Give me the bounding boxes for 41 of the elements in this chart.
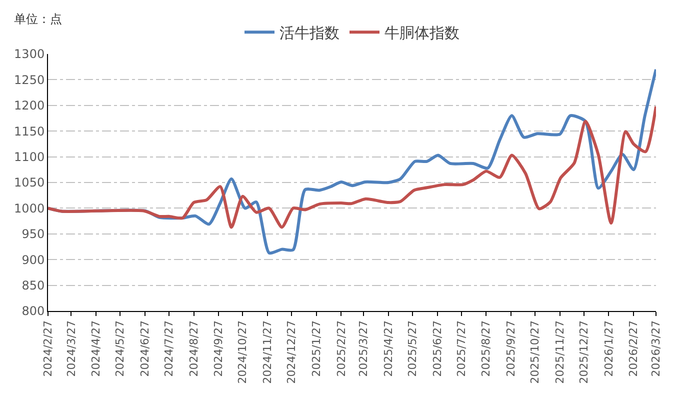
line-series — [48, 104, 656, 229]
x-tick-label: 2024/10/27 — [236, 320, 250, 384]
legend-label: 活牛指数 — [280, 24, 340, 42]
y-tick-label: 1100 — [14, 150, 45, 164]
x-tick-label: 2025/5/27 — [406, 320, 420, 377]
x-tick-label: 2025/8/27 — [480, 320, 493, 377]
x-tick-label: 2024/5/27 — [114, 320, 127, 377]
y-tick-label: 850 — [22, 278, 45, 292]
x-tick-label: 2026/2/27 — [627, 320, 640, 377]
x-tick-label: 2024/3/27 — [64, 320, 78, 377]
x-tick-label: 2025/6/27 — [430, 320, 444, 377]
x-tick-label: 2024/12/27 — [285, 320, 298, 384]
x-tick-label: 2024/6/27 — [138, 320, 152, 377]
y-tick-label: 1250 — [14, 72, 45, 87]
y-tick-label: 1150 — [14, 124, 45, 138]
x-tick-label: 2025/12/27 — [577, 320, 590, 384]
x-tick-label: 2025/1/27 — [310, 320, 323, 377]
x-tick-label: 2026/1/27 — [602, 320, 616, 377]
x-tick-label: 2024/8/27 — [187, 320, 200, 377]
legend-label: 牛胴体指数 — [384, 24, 460, 42]
y-tick-label: 1000 — [14, 201, 45, 216]
x-tick-label: 2024/4/27 — [90, 320, 103, 377]
x-tick-label: 2025/7/27 — [454, 320, 468, 377]
x-tick-label: 2024/11/27 — [261, 320, 274, 384]
y-tick-label: 1050 — [14, 176, 45, 190]
x-tick-label: 2025/9/27 — [504, 320, 518, 377]
x-tick-label: 2024/9/27 — [212, 320, 226, 377]
y-tick-label: 1200 — [14, 98, 45, 113]
x-tick-label: 2025/11/27 — [553, 320, 566, 384]
y-tick-label: 1300 — [14, 47, 45, 62]
y-tick-label: 950 — [22, 227, 45, 242]
y-tick-label: 900 — [22, 252, 45, 267]
x-tick-label: 2026/3/27 — [650, 320, 663, 377]
x-tick-label: 2025/2/27 — [334, 320, 348, 377]
y-tick-label: 800 — [22, 304, 45, 318]
y-axis-title: 单位：点 — [14, 12, 62, 26]
x-tick-label: 2025/3/27 — [357, 320, 370, 377]
x-tick-label: 2025/4/27 — [382, 320, 396, 377]
x-tick-label: 2025/10/27 — [528, 320, 542, 384]
x-tick-label: 2024/7/27 — [162, 320, 176, 377]
x-tick-label: 2024/2/27 — [42, 320, 55, 377]
